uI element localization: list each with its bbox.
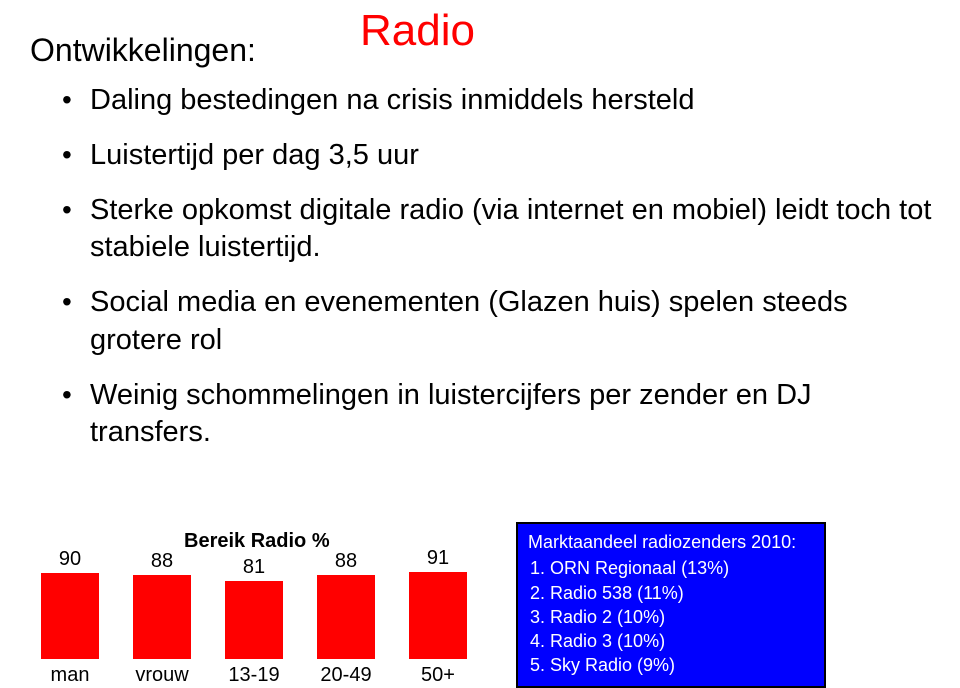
- market-share-item: 5. Sky Radio (9%): [530, 653, 814, 677]
- chart-xaxis-label: vrouw: [122, 664, 202, 687]
- chart-bar-rect: [317, 575, 375, 659]
- chart-bar-rect: [409, 572, 467, 659]
- chart-bar: 88: [306, 550, 386, 659]
- chart-bar-value: 88: [151, 550, 173, 573]
- chart-bar-rect: [133, 575, 191, 659]
- chart-bar: 88: [122, 550, 202, 659]
- section-heading: Ontwikkelingen:: [30, 32, 256, 69]
- chart-xaxis-label: 13-19: [214, 664, 294, 687]
- market-share-title: Marktaandeel radiozenders 2010:: [528, 530, 814, 554]
- chart-bar-rect: [41, 573, 99, 659]
- chart-bar-value: 91: [427, 547, 449, 570]
- chart-bar-value: 90: [59, 548, 81, 571]
- reach-bar-chart: Bereik Radio % 9088818891 manvrouw13-192…: [24, 552, 484, 687]
- chart-xaxis-label: man: [30, 664, 110, 687]
- chart-bar: 90: [30, 548, 110, 659]
- market-share-box: Marktaandeel radiozenders 2010: 1. ORN R…: [516, 522, 826, 688]
- chart-bar-value: 88: [335, 550, 357, 573]
- bullet-item: Social media en evenementen (Glazen huis…: [62, 284, 932, 358]
- bullet-item: Luistertijd per dag 3,5 uur: [62, 137, 932, 174]
- chart-bar: 91: [398, 547, 478, 659]
- bullet-item: Weinig schommelingen in luistercijfers p…: [62, 377, 932, 451]
- chart-xaxis-label: 50+: [398, 664, 478, 687]
- market-share-item: 2. Radio 538 (11%): [530, 581, 814, 605]
- market-share-list: 1. ORN Regionaal (13%)2. Radio 538 (11%)…: [528, 556, 814, 677]
- chart-xaxis: man vrouw 13-19 20-49 50+: [24, 664, 484, 687]
- market-share-item: 4. Radio 3 (10%): [530, 629, 814, 653]
- chart-xaxis-label: 20-49: [306, 664, 386, 687]
- bullet-item: Sterke opkomst digitale radio (via inter…: [62, 192, 932, 266]
- page-title: Radio: [360, 6, 475, 56]
- bullet-item: Daling bestedingen na crisis inmiddels h…: [62, 82, 932, 119]
- market-share-item: 3. Radio 2 (10%): [530, 605, 814, 629]
- market-share-item: 1. ORN Regionaal (13%): [530, 556, 814, 580]
- chart-bar-value: 81: [243, 556, 265, 579]
- bullet-list: Daling bestedingen na crisis inmiddels h…: [62, 82, 932, 469]
- chart-bar-rect: [225, 581, 283, 659]
- chart-bar: 81: [214, 556, 294, 659]
- chart-bars: 90 88 81 88 91: [24, 549, 484, 659]
